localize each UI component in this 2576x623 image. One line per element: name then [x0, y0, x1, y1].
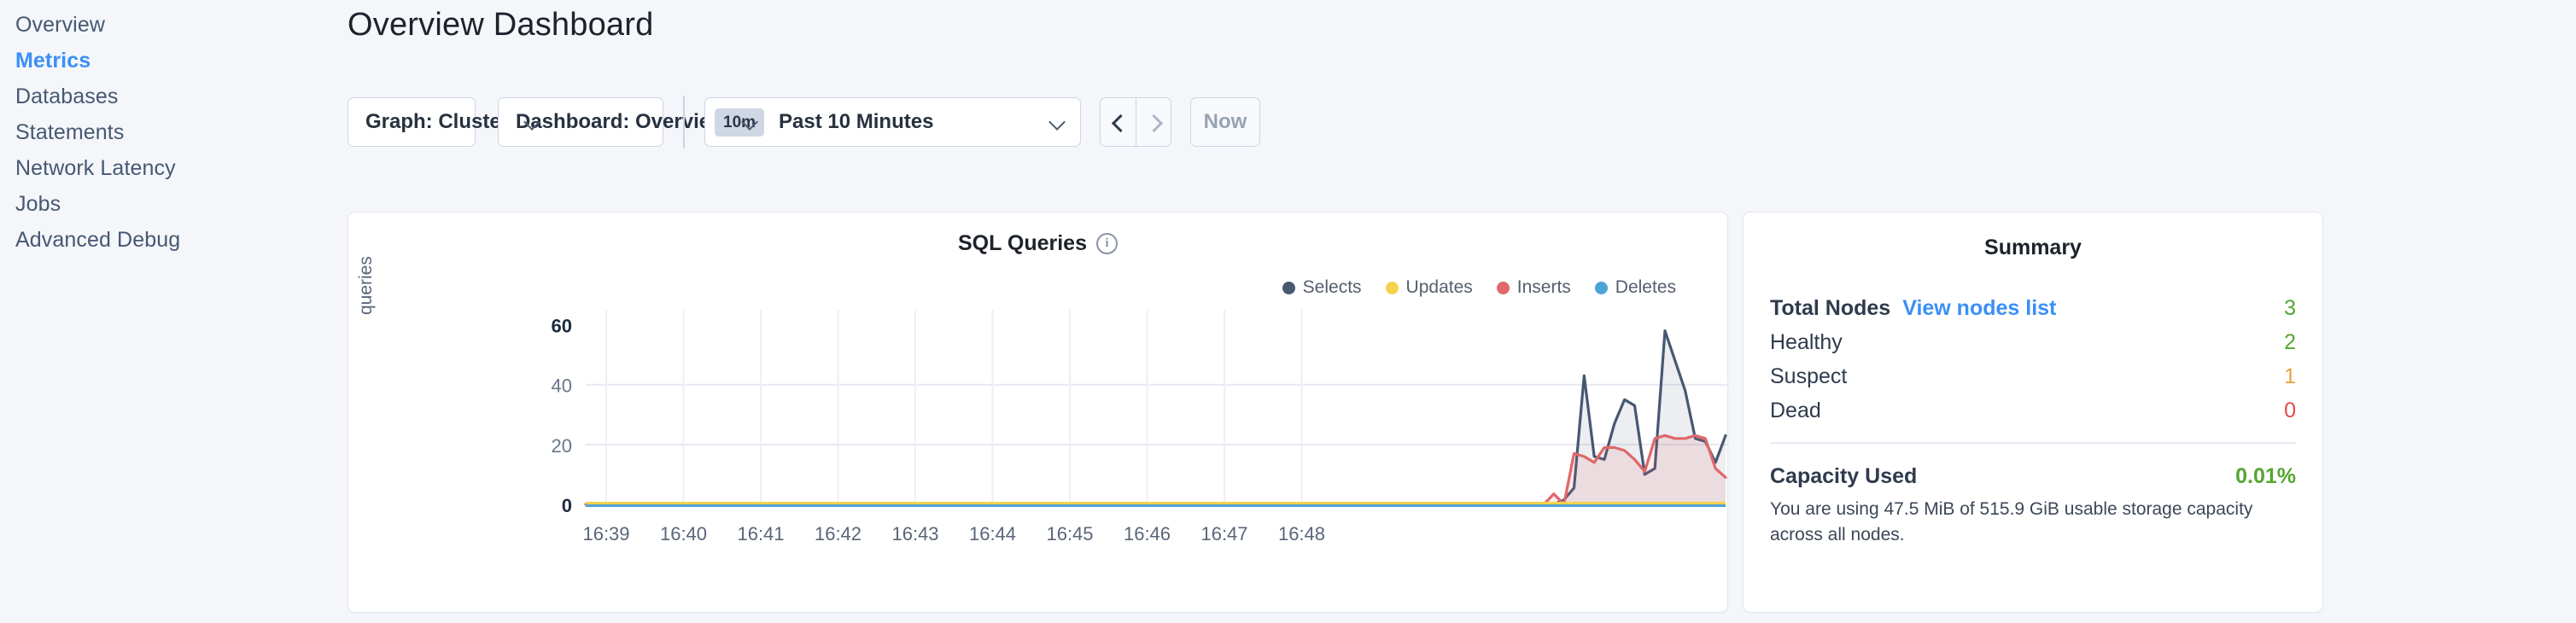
dashboard-select-label: Dashboard: Overview: [516, 110, 727, 133]
dead-label: Dead: [1770, 399, 1821, 422]
main-content: Overview Dashboard Graph: Cluster Dashbo…: [336, 0, 2576, 623]
sidebar-item-statements[interactable]: Statements: [0, 114, 336, 150]
legend-item-selects[interactable]: Selects: [1282, 277, 1362, 298]
chevron-left-icon: [1112, 116, 1124, 129]
capacity-value: 0.01%: [2235, 463, 2296, 488]
time-next-button[interactable]: [1136, 98, 1171, 146]
svg-text:60: 60: [552, 316, 572, 337]
sidebar-item-label: Jobs: [15, 191, 61, 216]
sidebar-item-overview[interactable]: Overview: [0, 7, 336, 43]
page-title: Overview Dashboard: [348, 7, 654, 43]
sidebar-item-label: Statements: [15, 119, 125, 144]
legend-dot-icon: [1385, 281, 1399, 294]
capacity-row: Capacity Used 0.01%: [1770, 464, 2296, 489]
time-range-label: Past 10 Minutes: [779, 110, 934, 133]
sidebar-item-advanced-debug[interactable]: Advanced Debug: [0, 222, 336, 258]
chart-legend: Selects Updates Inserts Deletes: [1282, 277, 1676, 298]
toolbar-divider: [683, 96, 685, 148]
chart-plot-area[interactable]: 0 20 40 60 16:39 16:40 16:41 16:42 16:43 16:44 16:…: [348, 298, 1729, 571]
capacity-description: You are using 47.5 MiB of 515.9 GiB usab…: [1770, 498, 2253, 544]
cards-row: SQL Queries i Selects Updates Inserts Delet…: [348, 212, 2576, 613]
info-icon[interactable]: i: [1096, 233, 1118, 254]
total-nodes-label: Total Nodes: [1770, 296, 1891, 320]
dashboard-select[interactable]: Dashboard: Overview: [498, 97, 727, 147]
legend-label: Selects: [1302, 277, 1362, 297]
sidebar-item-databases[interactable]: Databases: [0, 79, 336, 114]
chart-title: SQL Queries: [958, 231, 1087, 255]
time-range-select[interactable]: 10m Past 10 Minutes: [704, 97, 1081, 147]
sidebar-item-label: Overview: [15, 12, 105, 37]
suspect-value: 1: [2284, 364, 2296, 388]
legend-item-inserts[interactable]: Inserts: [1496, 277, 1571, 298]
svg-text:16:44: 16:44: [969, 523, 1016, 544]
legend-dot-icon: [1594, 281, 1608, 294]
sql-queries-chart-card: SQL Queries i Selects Updates Inserts Delet…: [348, 212, 1729, 613]
legend-label: Deletes: [1615, 277, 1676, 297]
svg-text:40: 40: [552, 376, 572, 397]
view-nodes-list-link[interactable]: View nodes list: [1902, 296, 2057, 320]
suspect-label: Suspect: [1770, 364, 1848, 388]
sidebar-item-jobs[interactable]: Jobs: [0, 186, 336, 222]
sidebar-item-network-latency[interactable]: Network Latency: [0, 150, 336, 186]
chart-title-row: SQL Queries i: [348, 231, 1727, 256]
summary-divider: [1770, 442, 2296, 444]
now-button-label: Now: [1203, 110, 1247, 133]
svg-text:16:39: 16:39: [582, 523, 629, 544]
total-nodes-value: 3: [2284, 296, 2296, 320]
legend-item-updates[interactable]: Updates: [1385, 277, 1473, 298]
svg-text:20: 20: [552, 435, 572, 457]
chevron-right-icon: [1148, 116, 1160, 129]
capacity-label: Capacity Used: [1770, 463, 1918, 488]
summary-row-suspect: Suspect 1: [1770, 364, 2296, 389]
svg-text:0: 0: [562, 495, 572, 516]
sidebar-item-label: Metrics: [15, 48, 91, 73]
sidebar: Overview Metrics Databases Statements Ne…: [0, 0, 336, 623]
chevron-down-icon: [742, 114, 759, 131]
summary-rows: Total Nodes View nodes list 3 Healthy 2 …: [1770, 296, 2296, 423]
sql-queries-area-chart: 0 20 40 60 16:39 16:40 16:41 16:42 16:43 16:44 16:…: [552, 310, 1729, 544]
svg-text:16:45: 16:45: [1046, 523, 1093, 544]
sidebar-item-label: Advanced Debug: [15, 227, 181, 252]
summary-row-total-nodes: Total Nodes View nodes list 3: [1770, 296, 2296, 321]
svg-text:16:43: 16:43: [891, 523, 938, 544]
summary-title: Summary: [1984, 236, 2082, 259]
legend-label: Updates: [1405, 277, 1473, 297]
summary-row-dead: Dead 0: [1770, 399, 2296, 423]
legend-dot-icon: [1282, 281, 1295, 294]
dead-value: 0: [2284, 399, 2296, 422]
sidebar-item-metrics[interactable]: Metrics: [0, 43, 336, 79]
svg-text:16:48: 16:48: [1278, 523, 1325, 544]
graph-select-label: Graph: Cluster: [365, 110, 510, 133]
svg-text:16:41: 16:41: [737, 523, 784, 544]
svg-text:16:42: 16:42: [815, 523, 862, 544]
legend-item-deletes[interactable]: Deletes: [1594, 277, 1676, 298]
legend-label: Inserts: [1516, 277, 1571, 297]
svg-text:16:47: 16:47: [1200, 523, 1247, 544]
time-prev-button[interactable]: [1101, 98, 1136, 146]
now-button[interactable]: Now: [1190, 97, 1260, 147]
toolbar: Graph: Cluster Dashboard: Overview 10m P…: [348, 96, 1260, 148]
svg-text:16:46: 16:46: [1124, 523, 1171, 544]
time-nav-group: [1100, 97, 1171, 147]
graph-select[interactable]: Graph: Cluster: [348, 97, 509, 147]
healthy-value: 2: [2284, 330, 2296, 354]
summary-row-healthy: Healthy 2: [1770, 330, 2296, 355]
sidebar-item-label: Network Latency: [15, 155, 176, 180]
chevron-down-icon: [1049, 114, 1066, 131]
svg-text:16:40: 16:40: [660, 523, 707, 544]
summary-card: Summary Total Nodes View nodes list 3 He…: [1743, 212, 2323, 613]
sidebar-item-label: Databases: [15, 84, 119, 108]
legend-dot-icon: [1496, 281, 1510, 294]
chevron-down-icon: [524, 114, 541, 131]
healthy-label: Healthy: [1770, 330, 1843, 354]
